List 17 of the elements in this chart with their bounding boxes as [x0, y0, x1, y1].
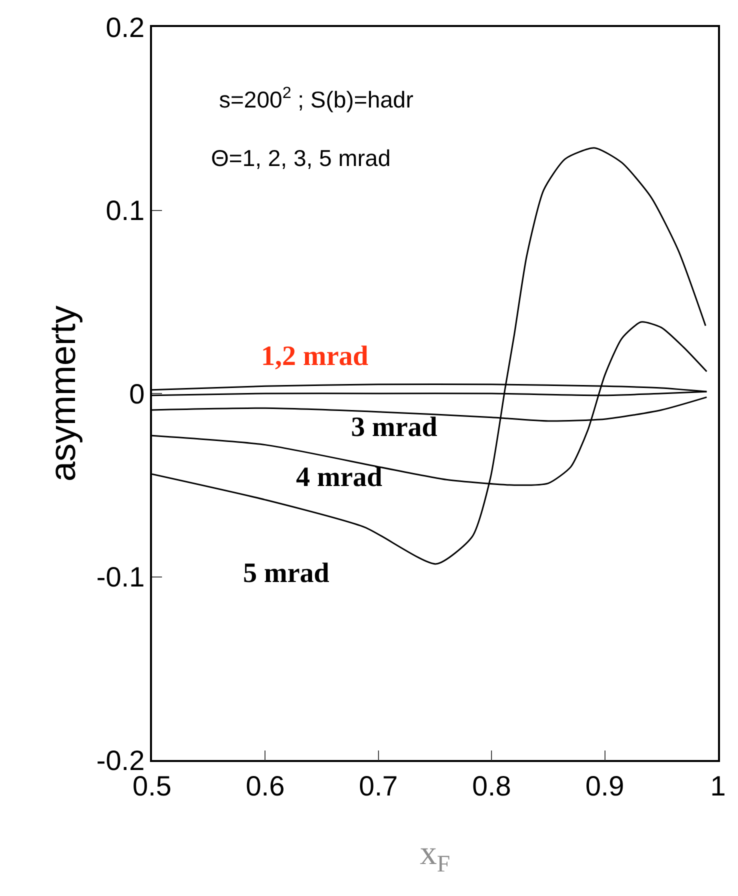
y-tick-label: -0.1	[96, 562, 145, 593]
x-axis-title: x$_{F}$	[420, 835, 450, 878]
x-tick-label: 0.6	[246, 770, 285, 802]
y-tick-label: 0	[129, 378, 145, 410]
y-tick-label: 0.1	[106, 195, 145, 226]
annotation: 5 mrad	[243, 558, 330, 589]
x-tick-label: 1	[710, 770, 726, 802]
annotation: s=200$^{2}$ ; S(b)=hadr	[219, 84, 414, 113]
annotation: 1,2 mrad	[261, 341, 369, 372]
annotation: 4 mrad	[296, 462, 383, 493]
x-tick-label: 0.7	[358, 770, 398, 802]
x-tick-label: 0.8	[472, 770, 512, 802]
annotation: 3 mrad	[351, 412, 438, 443]
annotation: Θ=1, 2, 3, 5 mrad	[211, 145, 391, 171]
x-tick-label: 0.9	[585, 770, 624, 802]
y-tick-label: 0.2	[106, 12, 145, 43]
y-axis-title: asymmerty	[42, 305, 83, 482]
